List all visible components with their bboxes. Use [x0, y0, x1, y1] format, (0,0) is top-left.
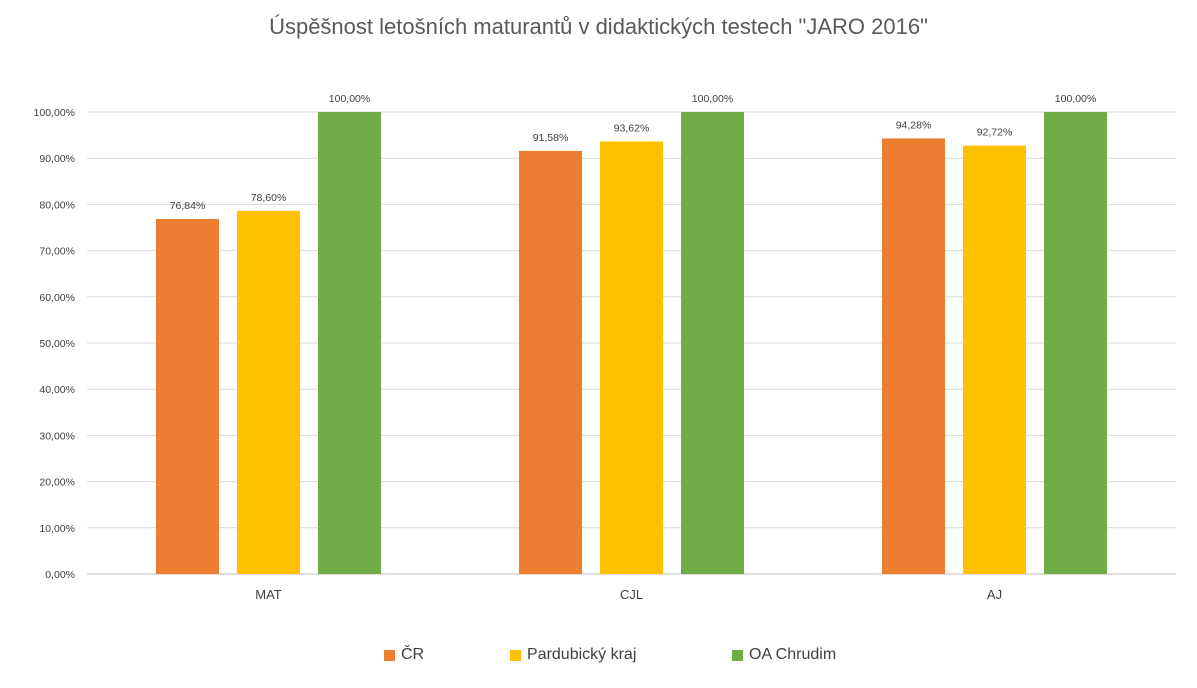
data-label: 94,28% — [896, 119, 932, 131]
y-tick-label: 10,00% — [39, 523, 75, 535]
bar — [156, 218, 219, 574]
data-label: 100,00% — [329, 93, 370, 105]
data-label: 92,72% — [977, 127, 1013, 139]
bar — [318, 112, 381, 574]
data-label: 76,84% — [170, 200, 206, 212]
data-label: 91,58% — [533, 132, 569, 144]
category-label: CJL — [620, 587, 643, 602]
bar — [963, 145, 1026, 574]
y-axis: 0,00% 10,00% 20,00% 30,00% 40,00% 50,00% 60,00… — [34, 107, 75, 581]
y-tick-label: 0,00% — [45, 569, 75, 581]
y-tick-label: 80,00% — [39, 199, 75, 211]
legend-label: OA Chrudim — [749, 646, 837, 663]
legend-item: Pardubický kraj — [510, 646, 636, 664]
y-tick-label: 30,00% — [39, 430, 75, 442]
bar — [519, 150, 582, 575]
chart-title: Úspěšnost letošních maturantů v didaktic… — [269, 14, 928, 39]
y-tick-label: 20,00% — [39, 477, 75, 489]
bar — [681, 112, 744, 574]
y-tick-label: 50,00% — [39, 338, 75, 350]
y-tick-label: 40,00% — [39, 384, 75, 396]
y-tick-label: 100,00% — [34, 107, 75, 119]
bar — [600, 141, 663, 575]
legend-swatch — [510, 649, 521, 661]
bar — [882, 138, 945, 575]
data-label: 100,00% — [1055, 93, 1096, 105]
bars — [156, 112, 1107, 575]
legend-item: ČR — [384, 646, 424, 664]
data-label: 100,00% — [692, 93, 733, 105]
data-label: 78,60% — [251, 192, 287, 204]
y-tick-label: 90,00% — [39, 153, 75, 165]
category-label: MAT — [255, 587, 282, 602]
legend-label: Pardubický kraj — [527, 646, 637, 663]
bar-chart: 0,00% 10,00% 20,00% 30,00% 40,00% 50,00% 60,00… — [34, 93, 1176, 602]
legend-item: OA Chrudim — [732, 646, 836, 664]
legend-label: ČR — [401, 646, 425, 663]
bar — [1044, 112, 1107, 574]
x-axis: MAT CJL AJ — [255, 587, 1002, 602]
legend: ČR Pardubický kraj OA Chrudim — [0, 646, 1197, 668]
category-label: AJ — [987, 587, 1002, 602]
legend-swatch — [732, 649, 743, 661]
legend-swatch — [384, 649, 395, 661]
data-label: 93,62% — [614, 122, 650, 134]
y-tick-label: 60,00% — [39, 292, 75, 304]
y-tick-label: 70,00% — [39, 246, 75, 258]
data-labels: 76,84% 78,60% 100,00% 91,58% 93,62% 100,00% 94… — [170, 93, 1097, 212]
bar — [237, 210, 300, 575]
